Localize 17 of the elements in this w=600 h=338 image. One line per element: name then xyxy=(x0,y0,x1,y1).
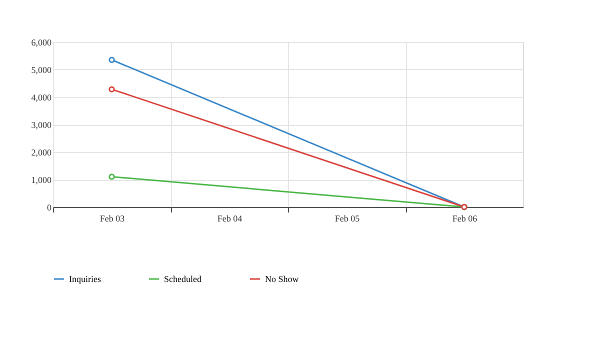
x-tick-label: Feb 03 xyxy=(100,214,126,224)
x-tick-label: Feb 05 xyxy=(334,214,360,224)
y-tick-label: 0 xyxy=(47,202,52,212)
y-tick-label: 5,000 xyxy=(31,65,52,75)
point xyxy=(108,174,115,180)
y-tick-label: 3,000 xyxy=(31,120,52,130)
y-tick-label: 4,000 xyxy=(31,92,52,102)
y-tick-label: 6,000 xyxy=(31,38,52,48)
y-tick-label: 2,000 xyxy=(31,148,52,158)
point xyxy=(108,56,115,63)
point xyxy=(108,86,115,92)
x-tick-label: Feb 04 xyxy=(217,214,243,224)
y-tick-label: 1,000 xyxy=(31,175,52,185)
legend-label: Scheduled xyxy=(164,274,202,284)
legend-label: No Show xyxy=(265,274,300,284)
x-tick-label: Feb 06 xyxy=(452,214,478,224)
legend-label: Inquiries xyxy=(69,274,102,284)
